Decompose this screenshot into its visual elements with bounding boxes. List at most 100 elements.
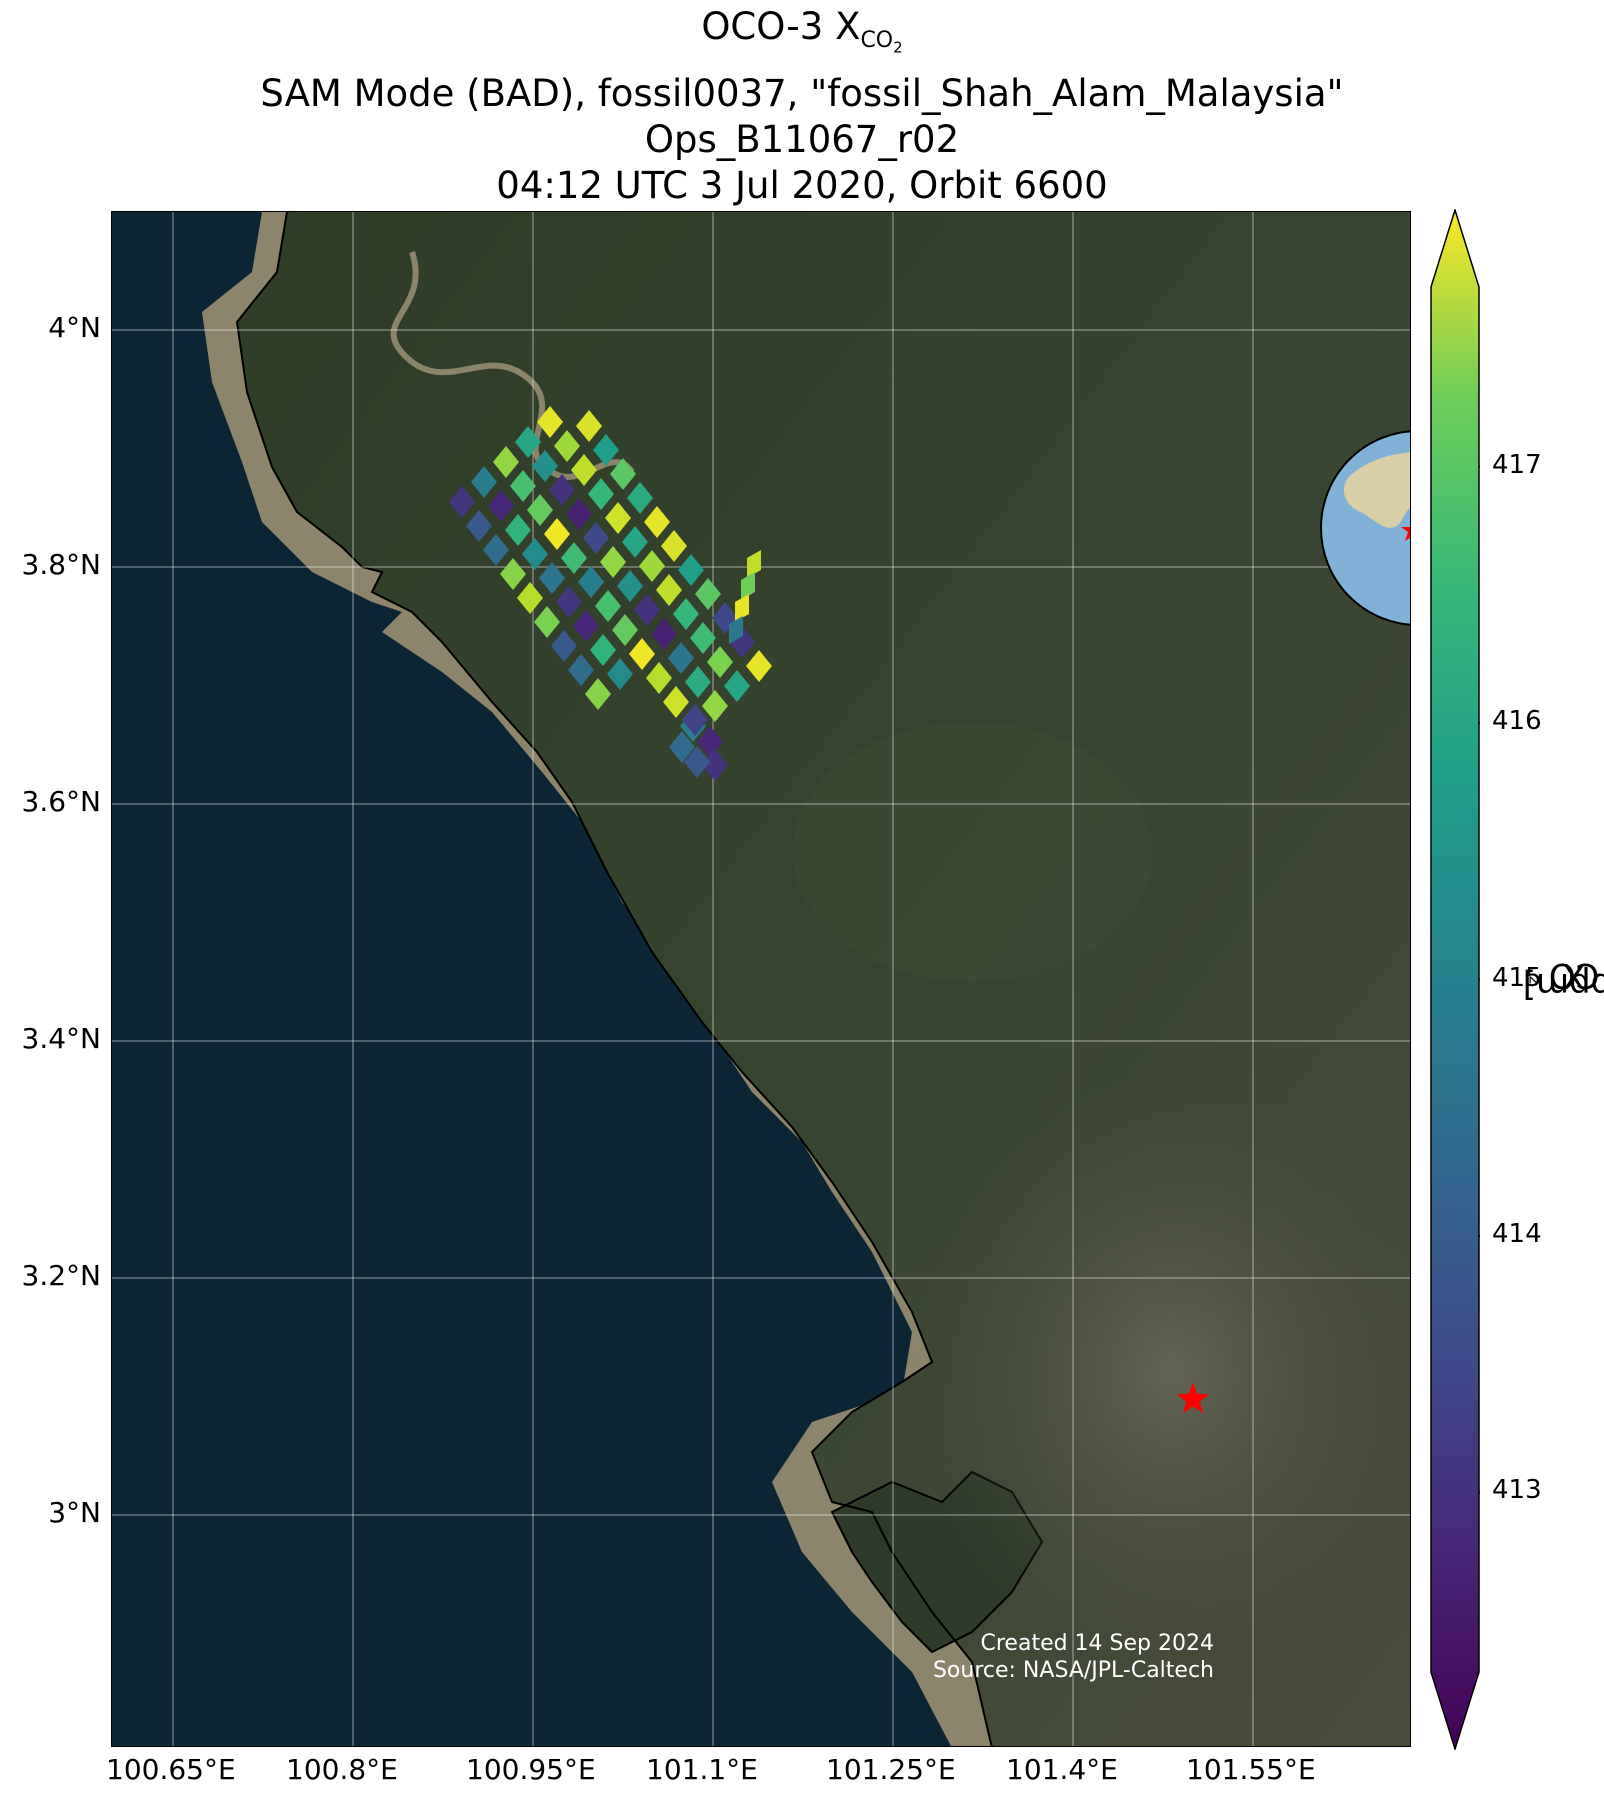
figure-title: OCO-3 XCO2 SAM Mode (BAD), fossil0037, "…: [0, 4, 1604, 209]
xco2-sounding: [578, 566, 604, 598]
colorbar-tick-label: 416: [1492, 706, 1542, 737]
xco2-sounding: [702, 749, 728, 781]
xco2-sounding: [724, 670, 750, 702]
xco2-sounding: [617, 570, 643, 602]
xco2-sounding: [549, 474, 575, 506]
xco2-sounding: [651, 618, 677, 650]
xco2-sounding: [544, 518, 570, 550]
xco2-sounding: [532, 450, 558, 482]
coastline: [235, 212, 993, 1746]
xco2-sounding: [493, 446, 519, 478]
lat-tick-label: 4°N: [48, 311, 101, 344]
xco2-sounding: [669, 731, 695, 763]
lon-tick-label: 100.95°E: [466, 1753, 596, 1786]
xco2-swath-small: [729, 550, 761, 644]
xco2-sounding: [554, 430, 580, 462]
xco2-sounding: [661, 530, 687, 562]
title-line-3: Ops_B11067_r02: [644, 117, 960, 161]
xco2-sounding: [483, 534, 509, 566]
xco2-sounding: [573, 610, 599, 642]
lat-tick-label: 3.2°N: [21, 1259, 101, 1292]
title-line-1: OCO-3 XCO2: [701, 5, 903, 57]
lat-tick-label: 3°N: [48, 1496, 101, 1529]
xco2-sounding: [735, 594, 749, 622]
xco2-sounding: [527, 494, 553, 526]
xco2-sounding: [729, 616, 743, 644]
xco2-sounding: [568, 654, 594, 686]
xco2-sounding: [612, 614, 638, 646]
map-panel[interactable]: Created 14 Sep 2024 Source: NASA/JPL-Cal…: [111, 211, 1411, 1747]
xco2-sounding: [646, 662, 672, 694]
xco2-sounding: [600, 546, 626, 578]
xco2-sounding: [629, 638, 655, 670]
title-line-4: 04:12 UTC 3 Jul 2020, Orbit 6600: [496, 163, 1108, 207]
xco2-sounding: [746, 650, 772, 682]
colorbar: [1430, 209, 1480, 1750]
xco2-sounding: [588, 478, 614, 510]
graticule: [112, 212, 1410, 1746]
data-source: Source: NASA/JPL-Caltech: [932, 1658, 1214, 1683]
lon-tick-label: 100.8°E: [286, 1753, 398, 1786]
lon-tick-label: 101.55°E: [1186, 1753, 1316, 1786]
xco2-sounding: [634, 594, 660, 626]
lon-tick-label: 101.4°E: [1006, 1753, 1118, 1786]
credit-text: Created 14 Sep 2024 Source: NASA/JPL-Cal…: [933, 1630, 1214, 1684]
xco2-sounding: [517, 582, 543, 614]
xco2-sounding: [537, 406, 563, 438]
xco2-sounding: [500, 558, 526, 590]
xco2-sounding: [534, 606, 560, 638]
xco2-sounding: [697, 726, 723, 758]
created-date: Created 14 Sep 2024: [980, 1631, 1215, 1656]
lat-tick-label: 3.4°N: [21, 1022, 101, 1055]
xco2-sounding: [622, 526, 648, 558]
xco2-sounding: [522, 538, 548, 570]
xco2-sounding: [639, 550, 665, 582]
xco2-sounding: [466, 510, 492, 542]
xco2-sounding: [539, 562, 565, 594]
xco2-sounding: [510, 470, 536, 502]
globe-icon: [1318, 428, 1410, 628]
lat-tick-label: 3.6°N: [21, 785, 101, 818]
colorbar-tick-label: 415: [1492, 962, 1542, 993]
xco2-sounding: [644, 506, 670, 538]
xco2-sounding: [449, 486, 475, 518]
xco2-sounding: [585, 678, 611, 710]
xco2-sounding: [593, 434, 619, 466]
xco2-sounding: [663, 686, 689, 718]
xco2-sounding: [583, 522, 609, 554]
lon-tick-label: 101.25°E: [826, 1753, 956, 1786]
colorbar-tick-label: 417: [1492, 449, 1542, 480]
xco2-swath-main: [449, 406, 772, 781]
xco2-sounding: [656, 574, 682, 606]
target-star-icon: [1176, 1382, 1210, 1414]
river: [390, 251, 635, 480]
xco2-sounding: [605, 502, 631, 534]
xco2-sounding: [702, 690, 728, 722]
xco2-sounding: [556, 586, 582, 618]
xco2-sounding: [576, 410, 602, 442]
xco2-sounding: [673, 598, 699, 630]
xco2-sounding: [690, 622, 716, 654]
lon-tick-label: 101.1°E: [646, 1753, 758, 1786]
xco2-sounding: [590, 634, 616, 666]
satellite-basemap: [112, 212, 1410, 1746]
xco2-sounding: [505, 514, 531, 546]
urban-area: [912, 1072, 1410, 1672]
xco2-sounding: [707, 646, 733, 678]
xco2-sounding: [695, 578, 721, 610]
xco2-sounding: [627, 482, 653, 514]
xco2-sounding: [741, 572, 755, 600]
xco2-sounding: [607, 658, 633, 690]
xco2-sounding: [566, 498, 592, 530]
lon-tick-label: 100.65°E: [106, 1753, 236, 1786]
xco2-sounding: [747, 550, 761, 578]
lat-tick-label: 3.8°N: [21, 548, 101, 581]
xco2-sounding: [682, 704, 708, 736]
xco2-sounding: [684, 746, 710, 778]
xco2-sounding: [571, 454, 597, 486]
xco2-sounding: [471, 466, 497, 498]
xco2-sounding: [561, 542, 587, 574]
xco2-sounding: [678, 554, 704, 586]
title-line-2: SAM Mode (BAD), fossil0037, "fossil_Shah…: [260, 71, 1344, 115]
xco2-sounding: [668, 642, 694, 674]
